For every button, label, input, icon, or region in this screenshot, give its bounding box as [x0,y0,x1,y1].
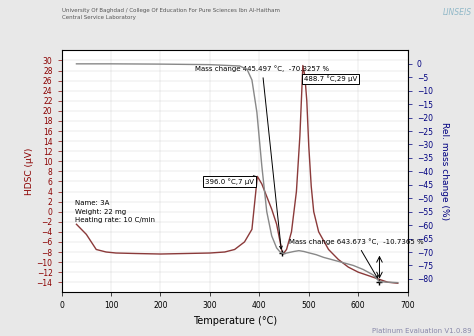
Text: Platinum Evaluation V1.0.89: Platinum Evaluation V1.0.89 [372,328,472,334]
X-axis label: Temperature (°C): Temperature (°C) [192,316,277,326]
Text: LINSEIS: LINSEIS [443,8,472,17]
Text: University Of Baghdad / College Of Education For Pure Sciences Ibn Al-Haitham: University Of Baghdad / College Of Educa… [62,8,280,13]
Text: Mass change 643.673 °C,  -10.7365 %: Mass change 643.673 °C, -10.7365 % [289,239,424,278]
Y-axis label: Rel. mass change (%): Rel. mass change (%) [440,122,449,220]
Text: 488.7 °C,29 μV: 488.7 °C,29 μV [304,76,357,82]
Text: Name: 3A
Weight: 22 mg
Heating rate: 10 C/min: Name: 3A Weight: 22 mg Heating rate: 10 … [75,200,155,223]
Text: 396.0 °C,7 μV: 396.0 °C,7 μV [205,176,256,185]
Y-axis label: HDSC (μV): HDSC (μV) [25,148,34,195]
Text: Mass change 445.497 °C,  -70.3257 %: Mass change 445.497 °C, -70.3257 % [195,66,329,249]
Text: Central Service Laboratory: Central Service Laboratory [62,15,136,20]
